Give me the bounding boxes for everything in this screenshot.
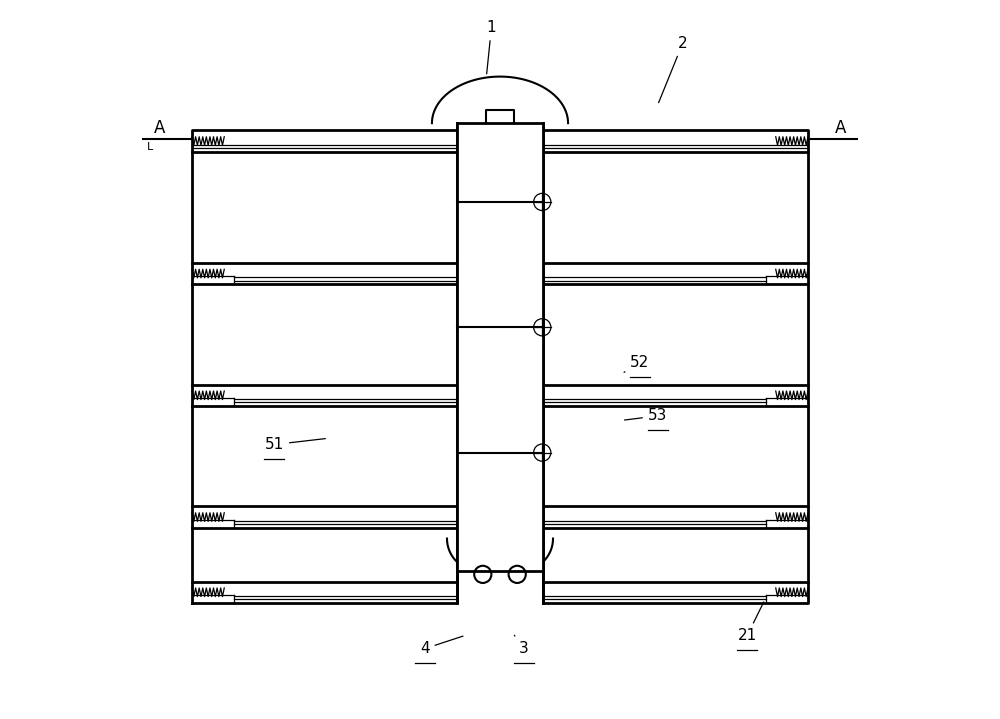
Text: L: L (147, 142, 154, 152)
Text: 53: 53 (625, 408, 667, 423)
Bar (457, 123, 543, 571)
Text: 3: 3 (514, 636, 529, 656)
Text: 51: 51 (265, 437, 325, 452)
Text: 1: 1 (487, 20, 496, 74)
Text: 2: 2 (659, 36, 687, 103)
Text: 52: 52 (624, 354, 649, 372)
Text: 21: 21 (737, 602, 764, 644)
Text: 4: 4 (420, 636, 463, 656)
Text: A: A (835, 119, 846, 137)
Text: A: A (154, 119, 165, 137)
